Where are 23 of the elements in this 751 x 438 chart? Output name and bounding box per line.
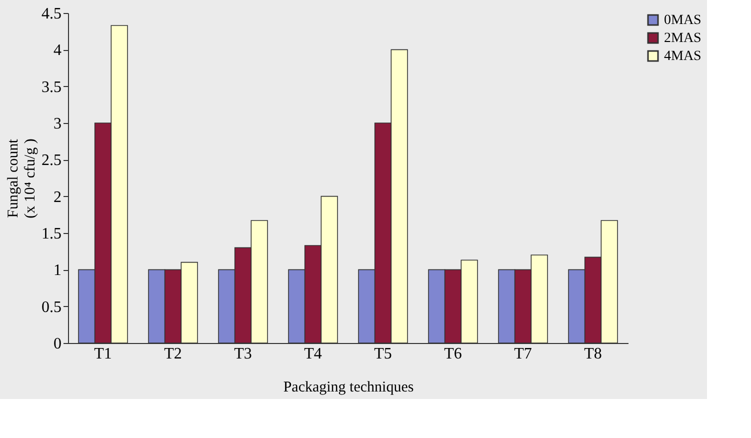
legend-label: 0MAS: [664, 13, 702, 28]
x-axis-title: Packaging techniques: [283, 380, 414, 396]
y-axis-title: Fungal count (x 10⁴ cfu/g ): [6, 138, 38, 218]
x-tick-label: T4: [304, 346, 322, 362]
y-tick-label: 2.5: [42, 152, 62, 170]
x-tick-label: T1: [94, 346, 112, 362]
x-tick-label: T5: [374, 346, 392, 362]
y-tick-label: 0: [54, 336, 62, 352]
legend-label: 2MAS: [664, 31, 702, 46]
x-tick-label: T3: [234, 346, 252, 362]
y-tick-label: 4: [54, 42, 62, 60]
y-tick-label: 4.5: [42, 6, 62, 22]
y-tick-label: 3.5: [42, 78, 62, 96]
y-tick-label: 3: [54, 116, 62, 132]
x-tick-label: T7: [514, 346, 532, 362]
y-tick-label: 1: [54, 262, 62, 280]
x-tick-label: T8: [584, 346, 602, 362]
y-tick-label: 2: [54, 188, 62, 206]
legend-label: 4MAS: [664, 49, 702, 64]
y-tick-label: 1.5: [42, 226, 62, 242]
y-tick-label: 0.5: [42, 298, 62, 316]
x-tick-label: T2: [164, 346, 182, 362]
x-tick-label: T6: [444, 346, 462, 362]
